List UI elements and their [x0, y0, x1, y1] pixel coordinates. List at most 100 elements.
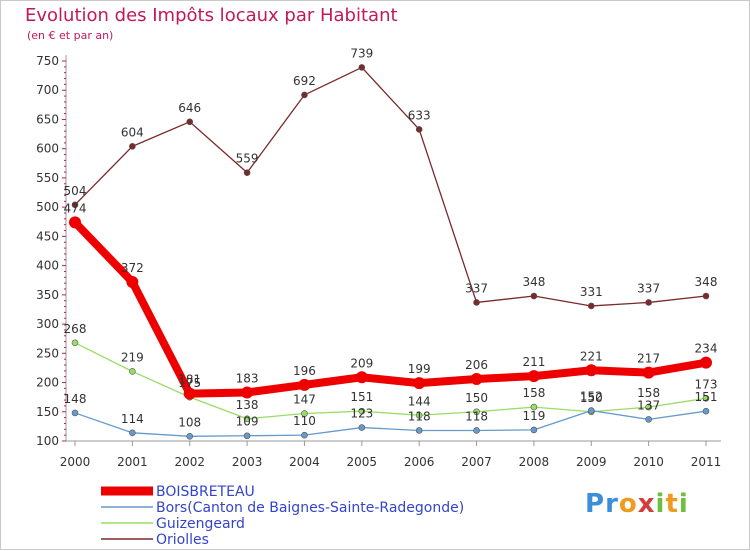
- data-label: 211: [522, 355, 545, 369]
- data-label: 119: [522, 409, 545, 423]
- legend-label: Oriolles: [156, 532, 209, 548]
- data-point: [129, 368, 136, 375]
- data-label: 108: [178, 415, 201, 429]
- data-label: 337: [465, 281, 488, 295]
- y-tick-label: 150: [36, 405, 59, 419]
- data-point: [473, 408, 480, 416]
- data-label: 158: [522, 386, 545, 400]
- data-point: [700, 356, 712, 369]
- x-tick-label: 2002: [174, 455, 205, 469]
- data-point: [413, 377, 426, 390]
- data-label: 118: [465, 409, 488, 423]
- data-label: 633: [408, 108, 431, 122]
- data-label: 123: [350, 407, 373, 421]
- data-label: 221: [580, 349, 603, 363]
- data-label: 144: [408, 394, 431, 408]
- y-tick-label: 100: [36, 434, 59, 448]
- data-point: [642, 366, 655, 379]
- data-point: [241, 386, 254, 399]
- data-label: 173: [695, 377, 718, 391]
- y-tick-label: 450: [36, 229, 59, 243]
- data-point: [69, 216, 81, 229]
- logo-letter: P: [585, 489, 606, 519]
- x-tick-label: 2000: [60, 455, 91, 469]
- data-label: 138: [236, 398, 259, 412]
- data-label: 150: [465, 391, 488, 405]
- x-tick-label: 2001: [117, 455, 148, 469]
- y-tick-label: 650: [36, 112, 59, 126]
- x-tick-label: 2008: [519, 455, 550, 469]
- series-line-orioles: [74, 66, 707, 307]
- data-label: 268: [64, 322, 87, 336]
- data-point: [530, 292, 538, 300]
- data-label: 217: [637, 352, 660, 366]
- data-label: 692: [293, 74, 316, 88]
- data-point: [415, 427, 423, 434]
- y-tick-label: 600: [36, 142, 59, 156]
- y-tick-label: 500: [36, 200, 59, 214]
- chart-subtitle: (en € et par an): [27, 29, 114, 42]
- axes: 100 150 200 250 300 350 400 450 500 550 600 650 700 7…: [36, 54, 721, 469]
- data-label: 209: [350, 356, 373, 370]
- series-line-bors: [74, 409, 707, 437]
- data-label: 474: [64, 201, 87, 215]
- data-point: [126, 275, 139, 288]
- y-tick-label: 400: [36, 259, 59, 273]
- logo-letter: r: [605, 489, 619, 519]
- data-point: [129, 429, 136, 437]
- data-label: 331: [580, 285, 603, 299]
- data-point: [702, 292, 710, 300]
- data-point: [415, 126, 423, 133]
- data-point: [358, 407, 366, 415]
- x-tick-label: 2003: [232, 455, 263, 469]
- data-label: 148: [64, 392, 87, 406]
- data-label: 175: [178, 376, 201, 390]
- y-tick-label: 750: [36, 54, 59, 68]
- data-label: 219: [121, 350, 144, 364]
- x-tick-label: 2004: [289, 455, 320, 469]
- series-points: [69, 64, 712, 440]
- data-point: [358, 64, 366, 71]
- data-point: [530, 403, 538, 411]
- data-point: [645, 403, 652, 411]
- x-tick-label: 2010: [633, 455, 664, 469]
- data-label: 151: [350, 390, 373, 404]
- data-label: 348: [522, 275, 545, 289]
- data-point: [587, 407, 595, 414]
- data-label: 147: [293, 393, 316, 407]
- y-tick-label: 250: [36, 346, 59, 360]
- data-point: [702, 407, 710, 415]
- legend-label: Guizengeard: [156, 516, 245, 532]
- data-point: [473, 427, 480, 434]
- data-label: 183: [236, 371, 259, 385]
- data-label: 181: [178, 373, 201, 387]
- data-point: [129, 143, 136, 150]
- data-point: [183, 387, 196, 400]
- y-tick-label: 700: [36, 83, 59, 97]
- data-label: 559: [236, 152, 259, 166]
- logo-letter: t: [665, 489, 679, 519]
- data-label: 151: [695, 390, 718, 404]
- data-label: 372: [121, 261, 144, 275]
- data-label: 158: [637, 386, 660, 400]
- x-tick-label: 2009: [576, 455, 607, 469]
- logo-letter: i: [678, 489, 689, 519]
- data-point: [71, 409, 79, 417]
- data-label: 150: [580, 391, 603, 405]
- series-lines: [71, 66, 710, 437]
- data-point: [470, 373, 483, 386]
- logo-letter: o: [618, 489, 638, 519]
- data-label: 152: [580, 390, 603, 404]
- data-label: 206: [465, 358, 488, 372]
- data-point: [587, 302, 595, 310]
- data-point: [530, 426, 538, 434]
- logo-letter: x: [637, 489, 656, 519]
- data-label: 114: [121, 412, 144, 426]
- data-point: [585, 364, 598, 377]
- x-tick-label: 2011: [691, 455, 722, 469]
- data-point: [243, 432, 251, 440]
- series-line-boisbreteau: [71, 218, 710, 398]
- data-point: [301, 410, 308, 417]
